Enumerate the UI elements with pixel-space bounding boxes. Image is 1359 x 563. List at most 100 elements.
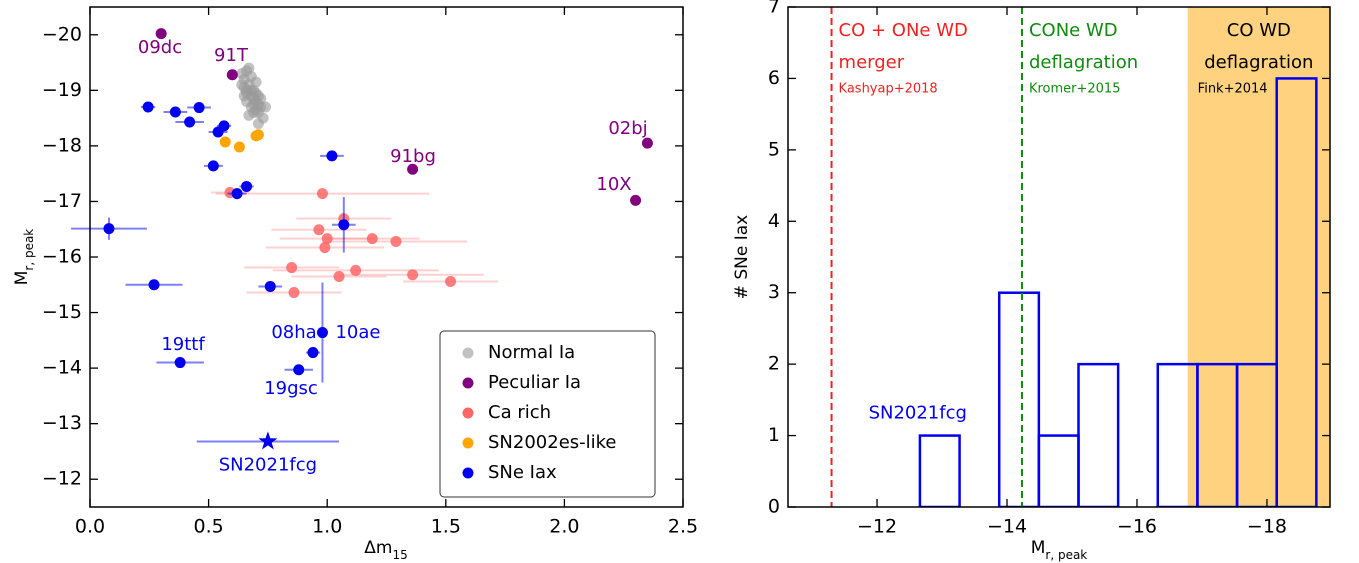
x-axis-label-main: Δm (364, 538, 392, 558)
legend-label: SN2002es-like (488, 432, 617, 453)
y-axis-label: Mr, peak (12, 229, 36, 286)
point-label: 19gsc (264, 378, 318, 399)
x-axis-label-main: M (1031, 538, 1046, 558)
y-tick-label: 2 (768, 353, 780, 375)
y-tick-label: 1 (768, 424, 780, 446)
model-label: deflagration (1029, 52, 1138, 73)
x-tick-label: −16 (1117, 516, 1157, 538)
plot-frame (787, 6, 1331, 508)
y-tick-label: −14 (42, 357, 82, 379)
y-tick-label: 5 (768, 138, 780, 160)
point (350, 264, 362, 276)
model-ref: Fink+2014 (1198, 82, 1268, 97)
x-axis-label-sub: 15 (392, 548, 407, 562)
point-label: 10X (596, 174, 631, 195)
y-tick-label: 0 (768, 496, 780, 518)
point (319, 242, 331, 254)
model-region (1187, 7, 1330, 507)
point (316, 327, 328, 339)
point (630, 194, 642, 206)
legend-marker (462, 437, 474, 449)
bar-label: SN2021fcg (869, 403, 967, 424)
point (445, 275, 457, 287)
legend-marker (462, 377, 474, 389)
point (148, 279, 160, 291)
plot-frame (89, 6, 684, 508)
y-tick-label: −15 (42, 301, 82, 323)
plot-area (830, 7, 1330, 507)
point-label: 91bg (390, 146, 436, 167)
point-label: 91T (214, 45, 249, 66)
y-tick-label: −19 (42, 79, 82, 101)
point (241, 84, 253, 96)
y-tick-label: −17 (42, 190, 82, 212)
x-tick-label: 0.0 (75, 516, 105, 538)
legend-label: Normal Ia (488, 342, 575, 363)
star-label: SN2021fcg (219, 454, 317, 475)
point (264, 280, 276, 292)
hist-bar (1077, 362, 1120, 507)
point (231, 188, 243, 200)
point (260, 101, 272, 113)
model-label: CO WD (1227, 20, 1291, 41)
point (407, 163, 419, 175)
legend-box (439, 330, 656, 498)
point (293, 364, 305, 376)
point (155, 28, 167, 40)
y-tick-label: 3 (768, 281, 780, 303)
legend-marker (462, 407, 474, 419)
legend-marker (462, 347, 474, 359)
x-tick-label: 1.0 (312, 516, 342, 538)
point (226, 69, 238, 81)
hist-bar (1275, 77, 1318, 507)
point (169, 106, 181, 118)
x-axis-label: Δm15 (364, 538, 407, 562)
point (313, 224, 325, 236)
y-tick-label: 7 (768, 0, 780, 18)
point (316, 188, 328, 200)
point (241, 180, 253, 192)
y-axis-label: # SNe Iax (732, 215, 752, 300)
point (243, 62, 255, 74)
point (252, 129, 264, 141)
model-ref: Kromer+2015 (1029, 82, 1121, 97)
y-tick-label: 4 (768, 210, 780, 232)
model-label: CONe WD (1029, 20, 1118, 41)
point (252, 118, 264, 130)
point (207, 160, 219, 172)
x-axis-label: Mr, peak (1031, 538, 1088, 562)
model-label: deflagration (1204, 52, 1313, 73)
point (338, 219, 350, 231)
x-tick-label: −14 (987, 516, 1027, 538)
point (219, 136, 231, 148)
y-tick-label: −12 (42, 468, 82, 490)
point (174, 357, 186, 369)
y-tick-label: −16 (42, 246, 82, 268)
x-tick-label: −12 (857, 516, 897, 538)
point (641, 137, 653, 149)
point-label: 19ttf (161, 334, 205, 355)
point (390, 235, 402, 247)
legend-label: Ca rich (488, 402, 551, 423)
y-axis-label-main: M (12, 271, 32, 286)
point-label: 08ha (271, 322, 316, 343)
point (326, 150, 338, 162)
legend-label: Peculiar Ia (488, 372, 581, 393)
legend-marker (462, 467, 474, 479)
point (193, 102, 205, 114)
point (366, 233, 378, 245)
point (184, 116, 196, 128)
point (286, 262, 298, 274)
point (250, 76, 262, 88)
y-tick-label: −18 (42, 134, 82, 156)
hist-bar (918, 434, 961, 507)
x-tick-label: −18 (1247, 516, 1287, 538)
x-tick-label: 1.5 (431, 516, 461, 538)
point (250, 95, 262, 107)
hist-bar (997, 291, 1041, 507)
point (288, 287, 300, 299)
y-tick-label: −20 (42, 23, 82, 45)
point (321, 233, 333, 245)
